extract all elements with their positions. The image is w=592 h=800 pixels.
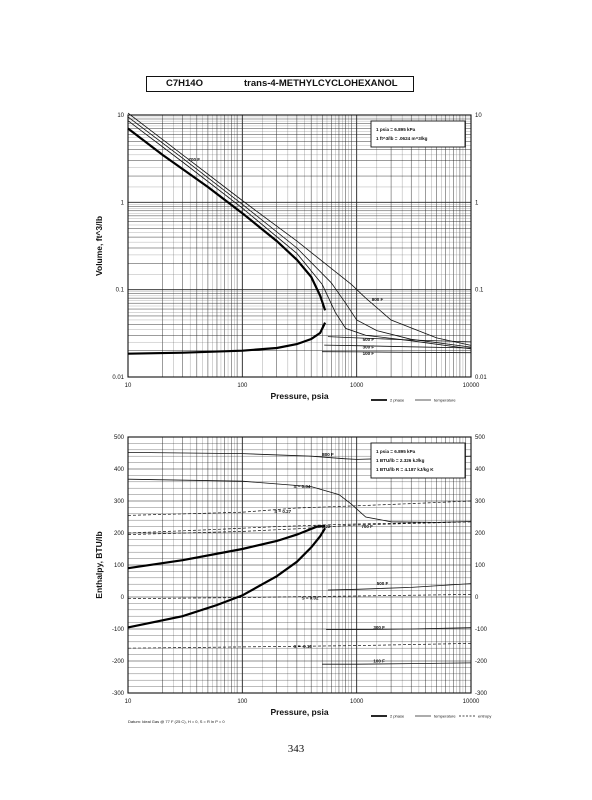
chart2-y-tick-label-left: 200 bbox=[114, 531, 125, 537]
chart2-dome-liquid bbox=[127, 527, 327, 629]
chart2-y-tick-label-right: 500 bbox=[475, 435, 486, 441]
chart1-curve-label: 300 F bbox=[363, 345, 375, 350]
chart1-y-tick-label-left: 1 bbox=[121, 200, 125, 206]
chart2-x-tick-label: 10 bbox=[125, 699, 132, 705]
chart2-conversion-line: 1 BTU/lb = 2.326 kJ/kg bbox=[376, 458, 425, 463]
chart1-x-tick-label: 1000 bbox=[350, 383, 364, 389]
chart1-legend-label: temperature bbox=[434, 398, 456, 403]
chart2-curve-label: S = 0.02 bbox=[302, 596, 319, 601]
chart2-y-tick-label-left: -200 bbox=[112, 659, 125, 665]
chart1-series-100-f bbox=[322, 351, 472, 354]
chart2-conversion-line: 1 psia = 6.895 kPa bbox=[376, 449, 416, 454]
chart1-series-600-f bbox=[127, 120, 472, 350]
chart2-series-700-f bbox=[127, 478, 472, 523]
chart2-curve-label: 500 F bbox=[377, 581, 389, 586]
chart2-y-tick-label-left: 0 bbox=[121, 595, 125, 601]
chart1-y-tick-label-right: 0.01 bbox=[475, 375, 487, 381]
chart2-y-tick-label-left: 100 bbox=[114, 563, 125, 569]
chart2-series-100-f bbox=[322, 662, 472, 665]
chart1-y-tick-label-left: 10 bbox=[117, 113, 124, 119]
chart1-conversion-line: 1 psia = 6.895 kPa bbox=[376, 127, 416, 132]
chart2-x-tick-label: 100 bbox=[237, 699, 248, 705]
chart2-series-500-f bbox=[327, 583, 472, 591]
chart2-plot-frame bbox=[127, 436, 472, 694]
chart1-y-tick-label-right: 10 bbox=[475, 113, 482, 119]
compound-name: trans-4-METHYLCYCLOHEXANOL bbox=[244, 78, 398, 89]
chart2-x-tick-label: 10000 bbox=[463, 699, 480, 705]
chart2-y-tick-label-right: -200 bbox=[475, 659, 488, 665]
chart2-y-tick-label-right: 100 bbox=[475, 563, 486, 569]
chart2-x-axis-title: Pressure, psia bbox=[270, 707, 328, 717]
chart2-y-tick-label-left: 300 bbox=[114, 499, 125, 505]
chart1-curve-label: 500 F bbox=[363, 337, 375, 342]
chart2-curve-label: 300 F bbox=[373, 625, 385, 630]
chart1-series-300-f bbox=[324, 344, 472, 349]
chart1-x-tick-label: 10000 bbox=[463, 383, 480, 389]
chart2-curve-label: 700 F bbox=[361, 524, 373, 529]
chart2-y-tick-label-right: 200 bbox=[475, 531, 486, 537]
chart1-conversion-box bbox=[370, 120, 466, 148]
compound-formula: C7H14O bbox=[166, 78, 203, 89]
chart2-y-tick-label-right: -100 bbox=[475, 627, 488, 633]
chart2-y-tick-label-right: 300 bbox=[475, 499, 486, 505]
chart2-datum-note: Datum: Ideal Gas @ 77 F (25 C), H = 0, S… bbox=[128, 719, 225, 724]
chart2-series-s-0-27 bbox=[127, 521, 472, 534]
chart2-legend-label: 2 phase bbox=[390, 714, 405, 719]
chart1-y-tick-label-right: 0.1 bbox=[475, 288, 484, 294]
chart2-x-tick-label: 1000 bbox=[350, 699, 364, 705]
chart1-x-axis-title: Pressure, psia bbox=[270, 391, 328, 401]
chart2-curve-label: S = 0.34 bbox=[293, 484, 310, 489]
chart2-series-300-f bbox=[326, 627, 472, 630]
chart2-y-tick-label-right: 0 bbox=[475, 595, 479, 601]
chart2-curve-label: 100 F bbox=[373, 659, 385, 664]
chart1-series-700-f bbox=[127, 116, 472, 348]
chart2-conversion-line: 1 BTU/lb R = 4.187 kJ/kg K bbox=[376, 467, 434, 472]
chart1-series-800-f bbox=[127, 112, 472, 346]
chart1-curve-label: 700 F bbox=[189, 157, 201, 162]
chart1-y-tick-label-right: 1 bbox=[475, 200, 479, 206]
chart2-curve-label: S = 0.22 bbox=[314, 524, 331, 529]
chart1-plot-frame bbox=[127, 114, 472, 378]
chart2-curve-label: S = 0.27 bbox=[274, 509, 291, 514]
chart1-y-axis-title: Volume, ft^3/lb bbox=[94, 216, 104, 276]
chart2-conversion-box bbox=[370, 442, 466, 479]
chart2-y-axis-title: Enthalpy, BTU/lb bbox=[94, 531, 104, 598]
chart2-y-tick-label-left: -100 bbox=[112, 627, 125, 633]
chart1-x-tick-label: 100 bbox=[237, 383, 248, 389]
chart2-series-s-0-34 bbox=[127, 500, 472, 516]
chart2-curve-label: S = -0.18 bbox=[293, 644, 312, 649]
chart1-y-tick-label-left: 0.1 bbox=[116, 288, 125, 294]
chart2-curve-label: 800 F bbox=[322, 452, 334, 457]
page-number: 343 bbox=[287, 743, 305, 755]
chart1-curve-label: 800 F bbox=[372, 297, 384, 302]
chart2-y-tick-label-left: 500 bbox=[114, 435, 125, 441]
chart2-series-s-0-18 bbox=[127, 643, 472, 649]
chart2-legend-label: entropy bbox=[478, 714, 491, 719]
chart1-conversion-line: 1 ft^3/lb = .0624 m^3/kg bbox=[376, 136, 428, 141]
chart1-legend-label: 2 phase bbox=[390, 398, 405, 403]
chart1-curve-label: 100 F bbox=[363, 351, 375, 356]
chart2-y-tick-label-left: -300 bbox=[112, 691, 125, 697]
chart2-legend-label: temperature bbox=[434, 714, 456, 719]
chart2-dome-vapor bbox=[127, 524, 326, 570]
chart1-x-tick-label: 10 bbox=[125, 383, 132, 389]
chart1-series-500-f bbox=[327, 336, 472, 343]
chart1-y-tick-label-left: 0.01 bbox=[112, 375, 124, 381]
chart1-dome-vapor bbox=[127, 127, 327, 311]
chart2-series-s-0-02 bbox=[127, 594, 472, 599]
chart1-dome-liquid bbox=[127, 322, 327, 355]
chart2-y-tick-label-right: 400 bbox=[475, 467, 486, 473]
chart2-y-tick-label-right: -300 bbox=[475, 691, 488, 697]
chart1-grid bbox=[128, 115, 471, 377]
chart2-y-tick-label-left: 400 bbox=[114, 467, 125, 473]
title-box bbox=[146, 76, 414, 92]
